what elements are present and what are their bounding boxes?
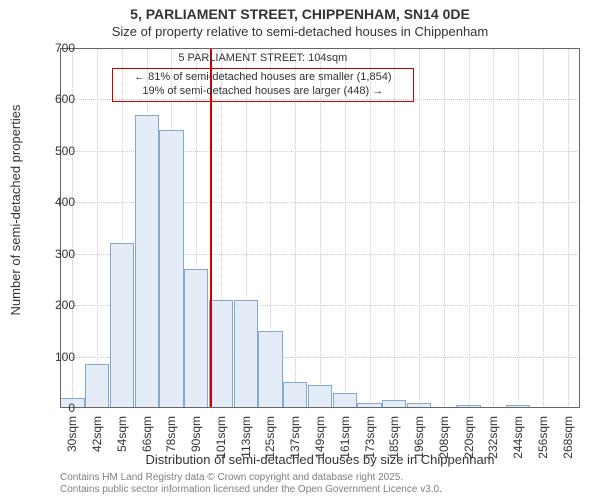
gridline-vertical	[320, 48, 321, 408]
annotation-line: ← 81% of semi-detached houses are smalle…	[117, 71, 409, 85]
y-tick-label: 700	[25, 41, 75, 55]
gridline-vertical	[444, 48, 445, 408]
gridline-vertical	[345, 48, 346, 408]
reference-line	[210, 48, 212, 408]
attribution-line: Contains HM Land Registry data © Crown c…	[60, 472, 580, 484]
chart-subtitle: Size of property relative to semi-detach…	[0, 24, 600, 39]
gridline-vertical	[394, 48, 395, 408]
x-tick-label: 30sqm	[65, 416, 79, 452]
y-tick-label: 200	[25, 298, 75, 312]
x-tick-label: 78sqm	[164, 416, 178, 452]
x-tick-label: 90sqm	[189, 416, 203, 452]
attribution-text: Contains HM Land Registry data © Crown c…	[60, 472, 580, 495]
chart-figure: 5, PARLIAMENT STREET, CHIPPENHAM, SN14 0…	[0, 0, 600, 500]
attribution-line: Contains public sector information licen…	[60, 484, 580, 496]
histogram-bar	[258, 331, 282, 408]
x-tick-label: 161sqm	[338, 416, 352, 459]
annotation-line: 19% of semi-detached houses are larger (…	[117, 85, 409, 99]
x-tick-label: 42sqm	[90, 416, 104, 452]
histogram-bar	[85, 364, 109, 408]
y-axis-label: Number of semi-detached properties	[8, 0, 23, 420]
histogram-bar	[159, 130, 183, 408]
x-tick-label: 185sqm	[387, 416, 401, 459]
histogram-bar	[184, 269, 208, 408]
x-tick-label: 208sqm	[437, 416, 451, 459]
plot-area: 5 PARLIAMENT STREET: 104sqm ← 81% of semi…	[60, 48, 580, 408]
x-tick-label: 125sqm	[263, 416, 277, 459]
histogram-bar	[333, 393, 357, 408]
x-tick-label: 256sqm	[536, 416, 550, 459]
histogram-bar	[506, 405, 530, 408]
histogram-bar	[382, 400, 406, 408]
x-tick-label: 196sqm	[412, 416, 426, 459]
y-tick-label: 500	[25, 144, 75, 158]
histogram-bar	[357, 403, 381, 408]
x-tick-label: 244sqm	[511, 416, 525, 459]
annotation-box: ← 81% of semi-detached houses are smalle…	[112, 68, 414, 102]
gridline-vertical	[518, 48, 519, 408]
annotation-header: 5 PARLIAMENT STREET: 104sqm	[143, 52, 382, 64]
gridline-vertical	[419, 48, 420, 408]
histogram-bar	[456, 405, 480, 408]
x-tick-label: 173sqm	[363, 416, 377, 459]
x-tick-label: 54sqm	[115, 416, 129, 452]
y-tick-label: 600	[25, 92, 75, 106]
gridline-vertical	[370, 48, 371, 408]
x-tick-label: 220sqm	[462, 416, 476, 459]
x-tick-label: 113sqm	[239, 416, 253, 458]
x-tick-label: 101sqm	[214, 416, 228, 459]
x-tick-label: 268sqm	[561, 416, 575, 459]
gridline-vertical	[568, 48, 569, 408]
gridline-vertical	[543, 48, 544, 408]
y-tick-label: 300	[25, 247, 75, 261]
histogram-bar	[407, 403, 431, 408]
histogram-bar	[135, 115, 159, 408]
gridline-vertical	[469, 48, 470, 408]
x-tick-label: 66sqm	[140, 416, 154, 452]
gridline-vertical	[295, 48, 296, 408]
chart-title: 5, PARLIAMENT STREET, CHIPPENHAM, SN14 0…	[0, 6, 600, 22]
y-tick-label: 400	[25, 195, 75, 209]
gridline-vertical	[493, 48, 494, 408]
y-tick-label: 0	[25, 401, 75, 415]
x-tick-label: 137sqm	[288, 416, 302, 459]
x-tick-label: 149sqm	[313, 416, 327, 459]
histogram-bar	[209, 300, 233, 408]
histogram-bar	[110, 243, 134, 408]
y-tick-label: 100	[25, 350, 75, 364]
gridline-vertical	[97, 48, 98, 408]
histogram-bar	[234, 300, 258, 408]
histogram-bar	[283, 382, 307, 408]
histogram-bar	[308, 385, 332, 408]
x-tick-label: 232sqm	[486, 416, 500, 459]
